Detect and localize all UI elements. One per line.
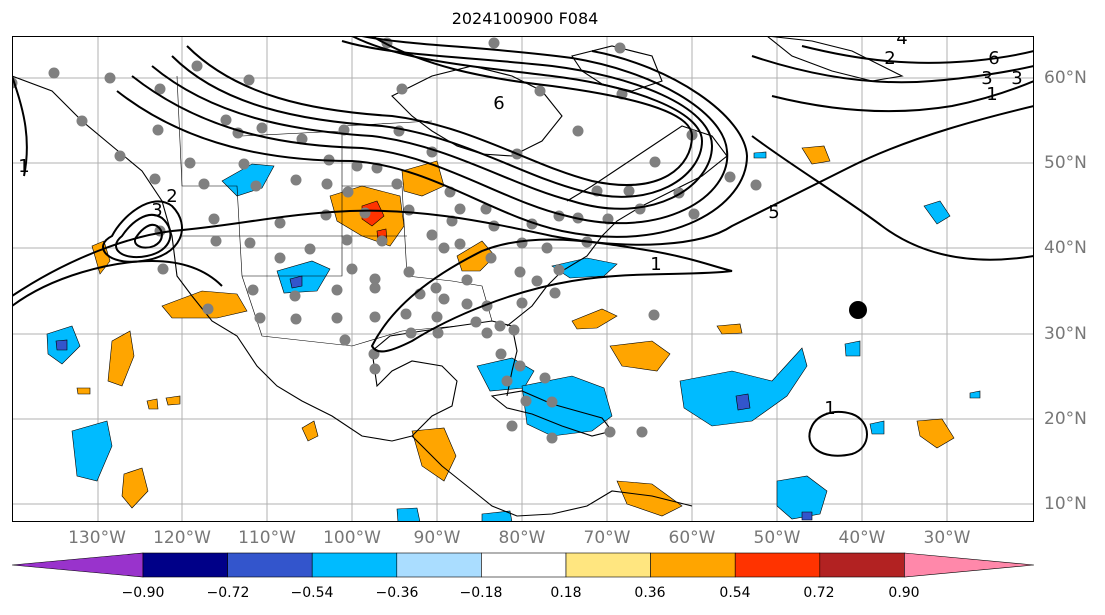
positive-anomaly (609, 340, 671, 372)
strong-negative (735, 393, 751, 411)
positive-anomaly (616, 480, 683, 517)
contour-lines (12, 36, 1034, 457)
colorbar-tick: −0.54 (290, 585, 334, 601)
colorbar-tick: 0.72 (803, 585, 835, 601)
large-marker (849, 301, 867, 319)
lon-label: 100°W (323, 528, 381, 548)
negative-anomaly (869, 420, 885, 435)
contour-label: 1 (18, 156, 29, 177)
contour-label: 3 (981, 68, 992, 89)
map-panel: 6 2 3 3 1 1 6 2 3 1 5 1 4 (12, 36, 1034, 522)
colorbar (11, 552, 1035, 578)
negative-anomaly (276, 260, 331, 294)
colorbar-segment (734, 552, 821, 578)
positive-anomaly (716, 323, 743, 335)
colorbar-tick: 0.18 (550, 585, 582, 601)
colorbar-segment (227, 552, 313, 578)
strong-negative (289, 275, 303, 289)
lon-label: 70°W (583, 528, 631, 548)
lon-label: 90°W (413, 528, 461, 548)
lon-label: 130°W (68, 528, 126, 548)
positive-anomaly (121, 467, 149, 509)
colorbar-tick: −0.72 (206, 585, 250, 601)
positive-anomaly (107, 330, 135, 387)
negative-anomaly (969, 390, 981, 399)
contour-label: 6 (988, 48, 999, 69)
negative-anomaly (753, 151, 767, 159)
colorbar-extend-high (904, 552, 1035, 578)
anomaly-shading (46, 145, 981, 522)
positive-anomaly (456, 240, 496, 272)
positive-anomaly (916, 418, 955, 449)
colorbar-segment (396, 552, 482, 578)
colorbar-tick: 0.36 (634, 585, 666, 601)
plot-title: 2024100900 F084 (451, 9, 599, 28)
contour-label: 4 (896, 36, 907, 49)
colorbar-tick: 0.54 (719, 585, 751, 601)
negative-anomaly (776, 475, 828, 520)
lat-label: 40°N (1044, 238, 1087, 258)
colorbar-tick: −0.36 (375, 585, 419, 601)
colorbar-segment (142, 552, 228, 578)
contour-label: 2 (884, 48, 895, 69)
positive-anomaly (76, 387, 91, 395)
strong-negative (801, 511, 813, 521)
lon-label: 120°W (153, 528, 211, 548)
positive-anomaly (146, 398, 159, 410)
colorbar-segment (481, 552, 567, 578)
contour-label: 6 (493, 93, 504, 114)
contour-label: 5 (768, 202, 779, 223)
lon-label: 80°W (498, 528, 546, 548)
colorbar-tick: 0.90 (888, 585, 920, 601)
positive-anomaly (401, 160, 445, 197)
positive-anomaly (801, 145, 831, 165)
lat-label: 30°N (1044, 324, 1087, 344)
contour-label: 3 (1011, 68, 1022, 89)
negative-anomaly (221, 163, 275, 197)
colorbar-tick: −0.90 (121, 585, 165, 601)
negative-anomaly (923, 200, 951, 225)
lat-label: 50°N (1044, 153, 1087, 173)
colorbar-segments (11, 552, 1035, 578)
negative-anomaly (396, 507, 421, 522)
negative-anomaly (71, 420, 113, 482)
negative-anomaly (481, 510, 513, 522)
contour-labels: 6 2 3 3 1 1 6 2 3 1 5 1 4 (18, 36, 1022, 419)
negative-anomaly (521, 375, 613, 437)
colorbar-segment (565, 552, 651, 578)
colorbar-extend-low (11, 552, 144, 578)
gridlines (12, 36, 1034, 522)
colorbar-segment (819, 552, 905, 578)
lat-label: 60°N (1044, 68, 1087, 88)
contour-label: 1 (986, 84, 997, 105)
contour-label: 1 (650, 254, 661, 275)
positive-anomaly (161, 290, 248, 319)
colorbar-segment (311, 552, 398, 578)
positive-anomaly (411, 427, 457, 482)
strong-negative (55, 339, 68, 351)
negative-anomaly (844, 340, 861, 357)
lat-label: 20°N (1044, 409, 1087, 429)
contour-label: 3 (151, 200, 162, 221)
coastlines (12, 36, 904, 517)
lat-label: 10°N (1044, 494, 1087, 514)
lon-label: 110°W (238, 528, 296, 548)
negative-anomaly (679, 347, 808, 427)
lon-label: 60°W (668, 528, 716, 548)
positive-anomaly (301, 420, 319, 442)
colorbar-tick: −0.18 (459, 585, 503, 601)
contour-label: 2 (166, 186, 177, 207)
positive-anomaly (571, 308, 618, 330)
positive-anomaly (165, 395, 181, 406)
lon-label: 30°W (923, 528, 971, 548)
contour-label: 1 (824, 398, 835, 419)
colorbar-segment (650, 552, 736, 578)
lon-label: 50°W (753, 528, 801, 548)
lon-label: 40°W (838, 528, 886, 548)
